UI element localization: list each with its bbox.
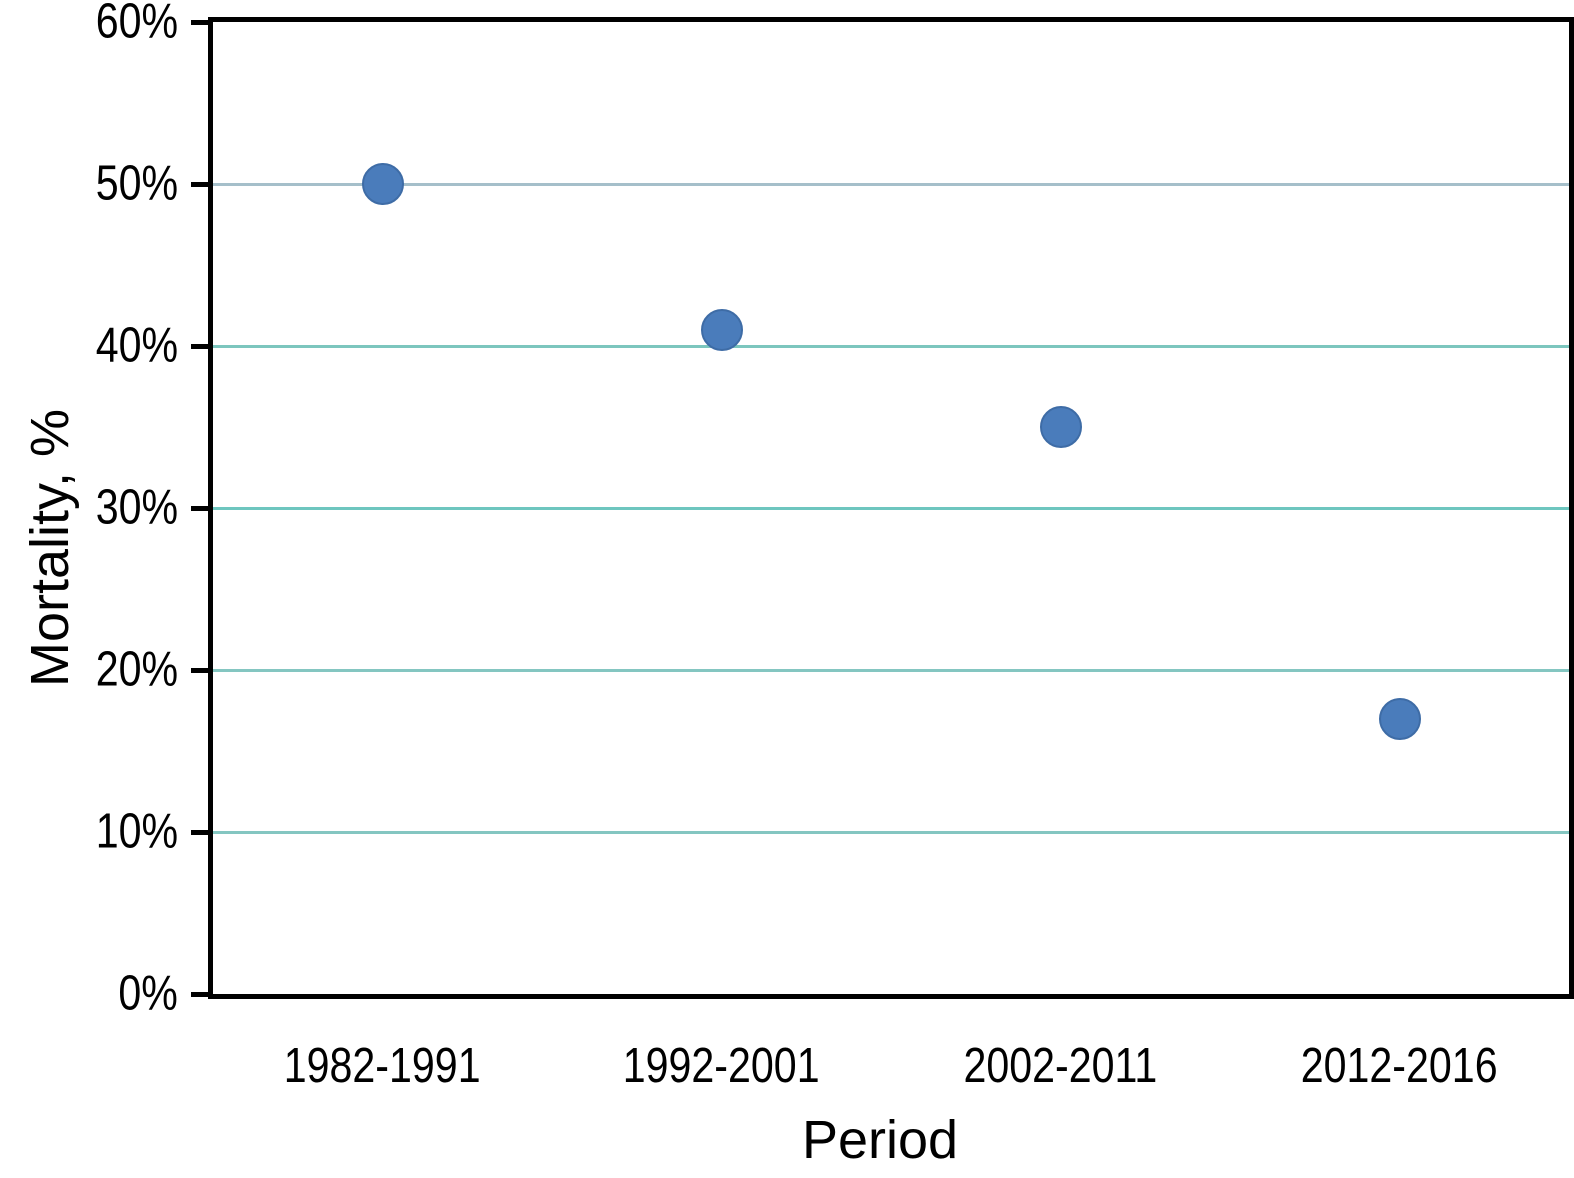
gridline-30 — [213, 506, 1569, 510]
y-tick-60 — [191, 19, 213, 25]
y-tick-label-50: 50% — [0, 156, 178, 211]
x-axis-title-text: Period — [801, 1110, 959, 1170]
x-tick-label-text: 1992-2001 — [623, 1039, 820, 1093]
gridline-40 — [213, 344, 1569, 348]
y-tick-label-text: 0% — [118, 966, 178, 1021]
y-tick-label-text: 50% — [95, 156, 178, 211]
gridline-50 — [213, 182, 1569, 186]
y-tick-label-text: 40% — [95, 318, 178, 373]
y-tick-20 — [191, 667, 213, 673]
y-tick-label-text: 10% — [95, 804, 178, 859]
x-tick-label-1982-1991: 1982-1991 — [233, 1040, 533, 1092]
y-tick-10 — [191, 829, 213, 835]
x-tick-label-2012-2016: 2012-2016 — [1250, 1040, 1550, 1092]
x-tick-label-text: 1982-1991 — [284, 1039, 481, 1093]
data-point-1982-1991 — [361, 163, 404, 205]
y-tick-label-40: 40% — [0, 318, 178, 373]
data-point-2012-2016 — [1378, 697, 1421, 740]
y-tick-50 — [191, 181, 213, 187]
x-tick-label-text: 2002-2011 — [963, 1039, 1158, 1093]
y-tick-label-10: 10% — [0, 804, 178, 859]
y-tick-label-text: 30% — [95, 480, 178, 535]
gridline-10 — [213, 830, 1569, 834]
y-tick-30 — [191, 505, 213, 511]
y-tick-40 — [191, 343, 213, 349]
x-tick-label-text: 2012-2016 — [1301, 1039, 1498, 1093]
gridline-20 — [213, 668, 1569, 672]
data-point-1992-2001 — [700, 308, 743, 351]
x-tick-label-1992-2001: 1992-2001 — [572, 1040, 872, 1092]
y-tick-label-30: 30% — [0, 480, 178, 535]
y-tick-label-text: 60% — [95, 0, 178, 49]
y-tick-label-text: 20% — [95, 642, 178, 697]
y-tick-label-60: 60% — [0, 0, 178, 47]
y-tick-0 — [191, 991, 213, 997]
x-tick-label-2002-2011: 2002-2011 — [911, 1040, 1211, 1092]
plot-area — [208, 17, 1574, 999]
y-tick-label-20: 20% — [0, 642, 178, 697]
data-point-2002-2011 — [1039, 406, 1082, 448]
y-tick-label-0: 0% — [0, 966, 178, 1021]
